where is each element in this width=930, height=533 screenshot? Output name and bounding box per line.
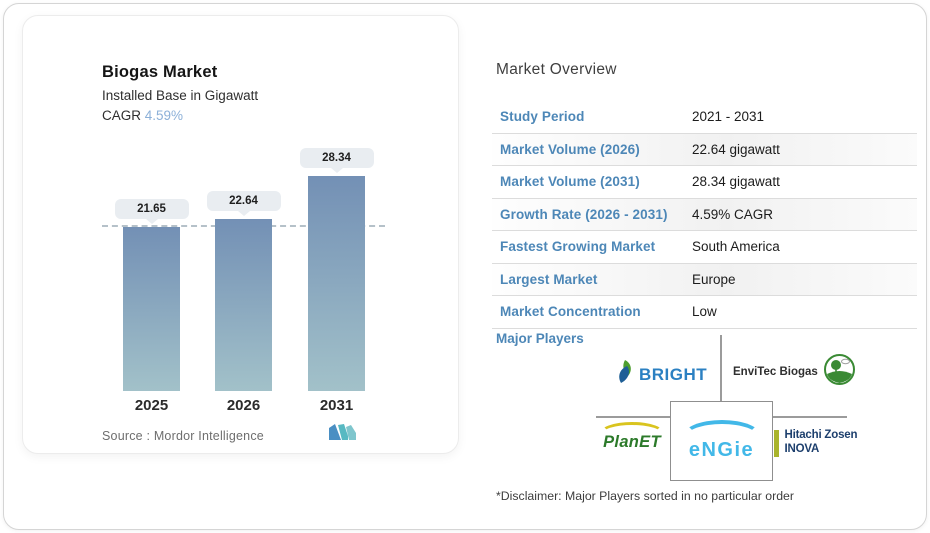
envitec-wordmark: EnviTec Biogas <box>733 366 818 378</box>
player-logo-engie: eNGie <box>670 401 773 481</box>
bright-wordmark: BRIGHT <box>639 364 708 384</box>
bar-value-label-2026: 22.64 <box>206 191 281 217</box>
player-logo-envitec: EnviTec Biogas <box>733 353 856 391</box>
bar-group-2025: 21.65 <box>114 198 189 391</box>
table-row-market-volume-2026: Market Volume (2026) 22.64 gigawatt <box>492 133 917 166</box>
row-label: Growth Rate (2026 - 2031) <box>500 206 668 222</box>
overview-title: Market Overview <box>496 61 617 78</box>
bar-value-text: 28.34 <box>322 152 351 164</box>
bar-group-2026: 22.64 <box>206 191 281 391</box>
engie-arc-icon <box>681 420 762 454</box>
hitachi-line2: INOVA <box>784 442 820 455</box>
table-row-market-concentration: Market Concentration Low <box>492 296 917 329</box>
cagr-value: 4.59% <box>144 108 184 123</box>
row-label: Market Volume (2031) <box>500 174 640 190</box>
report-card: Biogas Market Installed Base in Gigawatt… <box>3 3 927 530</box>
row-label: Fastest Growing Market <box>500 239 656 255</box>
row-value: 4.59% CAGR <box>692 206 774 222</box>
chart-cagr-line: CAGR 4.59% <box>102 108 258 123</box>
row-label: Market Volume (2026) <box>500 141 640 157</box>
row-value: Europe <box>692 271 736 287</box>
pill-pointer <box>145 218 158 224</box>
hitachi-wordmark: Hitachi Zosen INOVA <box>785 429 858 457</box>
players-vertical-divider <box>720 335 722 401</box>
hitachi-line1: Hitachi Zosen <box>784 429 858 441</box>
row-label: Study Period <box>500 109 585 125</box>
table-row-fastest-growing-market: Fastest Growing Market South America <box>492 231 917 264</box>
player-logo-planet: PlanET <box>596 422 668 452</box>
player-logo-bright: BRIGHT <box>614 359 707 390</box>
source-attribution: Source : Mordor Intelligence <box>102 429 264 443</box>
bar-2031 <box>308 176 365 391</box>
bar-group-2031: 28.34 <box>299 148 374 391</box>
bar-value-label-2025: 21.65 <box>114 198 189 224</box>
row-label: Largest Market <box>500 271 598 287</box>
bar-value-text: 22.64 <box>229 195 258 208</box>
x-axis-label-2026: 2026 <box>226 397 261 414</box>
chart-header: Biogas Market Installed Base in Gigawatt… <box>102 63 258 123</box>
pill-pointer <box>330 168 343 173</box>
chart-card: Biogas Market Installed Base in Gigawatt… <box>22 15 459 454</box>
major-players-section: Major Players BRIGHT EnviTec Biogas <box>484 326 924 491</box>
table-row-largest-market: Largest Market Europe <box>492 263 917 296</box>
pill-pointer <box>237 211 250 217</box>
row-value: 2021 - 2031 <box>692 109 765 125</box>
bright-leaf-icon <box>614 359 635 390</box>
table-row-market-volume-2031: Market Volume (2031) 28.34 gigawatt <box>492 166 917 199</box>
row-value: 28.34 gigawatt <box>692 174 780 190</box>
overview-table: Study Period 2021 - 2031 Market Volume (… <box>492 101 917 329</box>
envitec-landscape-icon <box>823 353 856 391</box>
chart-subtitle: Installed Base in Gigawatt <box>102 88 259 103</box>
player-logo-hitachi-zosen-inova: Hitachi Zosen INOVA <box>774 429 858 457</box>
engie-wordmark: eNGie <box>688 439 755 461</box>
row-value: 22.64 gigawatt <box>692 141 780 157</box>
bar-value-label-2031: 28.34 <box>299 148 374 173</box>
cagr-label: CAGR <box>102 108 142 123</box>
row-value: Low <box>692 304 717 320</box>
bar-2026 <box>215 219 272 391</box>
mordor-intelligence-logo-icon <box>329 423 356 445</box>
table-row-growth-rate: Growth Rate (2026 - 2031) 4.59% CAGR <box>492 198 917 231</box>
bar-value-text: 21.65 <box>137 202 166 215</box>
players-horizontal-divider-left <box>596 416 671 418</box>
major-players-label: Major Players <box>496 331 584 346</box>
row-value: South America <box>692 239 780 255</box>
hitachi-bar-icon <box>774 430 779 457</box>
players-horizontal-divider-right <box>771 416 847 418</box>
table-row-study-period: Study Period 2021 - 2031 <box>492 101 917 134</box>
disclaimer-text: *Disclaimer: Major Players sorted in no … <box>496 489 794 503</box>
planet-arc-icon <box>599 422 665 446</box>
bar-2025 <box>123 226 180 391</box>
chart-title: Biogas Market <box>102 63 218 81</box>
row-label: Market Concentration <box>500 304 641 320</box>
x-axis-label-2025: 2025 <box>134 397 169 414</box>
planet-wordmark: PlanET <box>603 433 661 451</box>
x-axis-label-2031: 2031 <box>319 397 354 414</box>
